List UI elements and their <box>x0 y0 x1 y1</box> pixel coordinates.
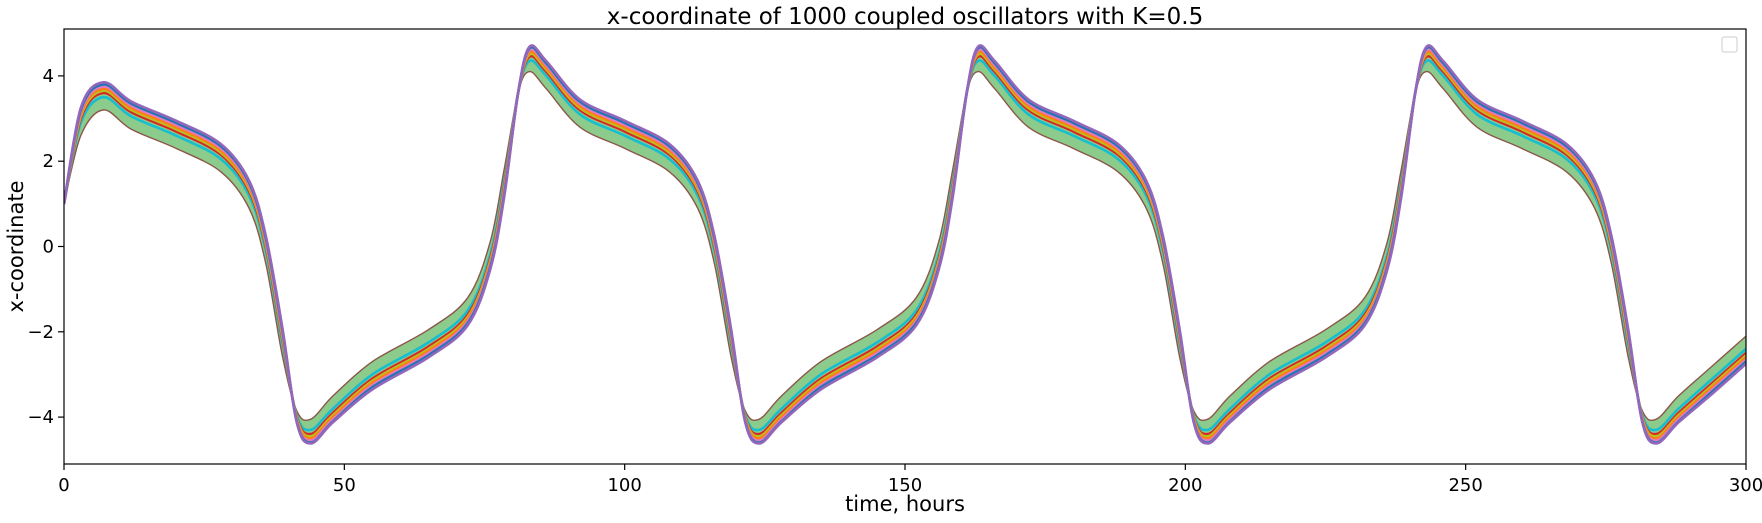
chart-title: x-coordinate of 1000 coupled oscillators… <box>607 4 1203 30</box>
oscillator-series-line-8 <box>64 44 1746 445</box>
x-tick-label: 100 <box>607 475 641 496</box>
series-layer <box>64 44 1746 445</box>
x-tick-label: 150 <box>888 475 922 496</box>
y-tick-label: 4 <box>43 66 54 87</box>
y-tick-label: 0 <box>43 237 54 258</box>
x-tick-label: 0 <box>58 475 69 496</box>
x-tick-label: 200 <box>1168 475 1202 496</box>
x-tick-label: 250 <box>1448 475 1482 496</box>
legend-box <box>1721 36 1738 53</box>
x-tick-label: 50 <box>333 475 356 496</box>
x-axis: 0 50 100 150 200 250 300 <box>58 464 1762 496</box>
x-axis-label: time, hours <box>845 492 965 516</box>
x-tick-label: 300 <box>1729 475 1762 496</box>
oscillator-series-line-1 <box>64 70 1746 422</box>
y-tick-label: −2 <box>27 322 54 343</box>
y-tick-label: 2 <box>43 151 54 172</box>
y-axis-label: x-coordinate <box>4 180 28 312</box>
y-axis: −4 −2 0 2 4 <box>27 66 64 428</box>
y-tick-label: −4 <box>27 407 54 428</box>
